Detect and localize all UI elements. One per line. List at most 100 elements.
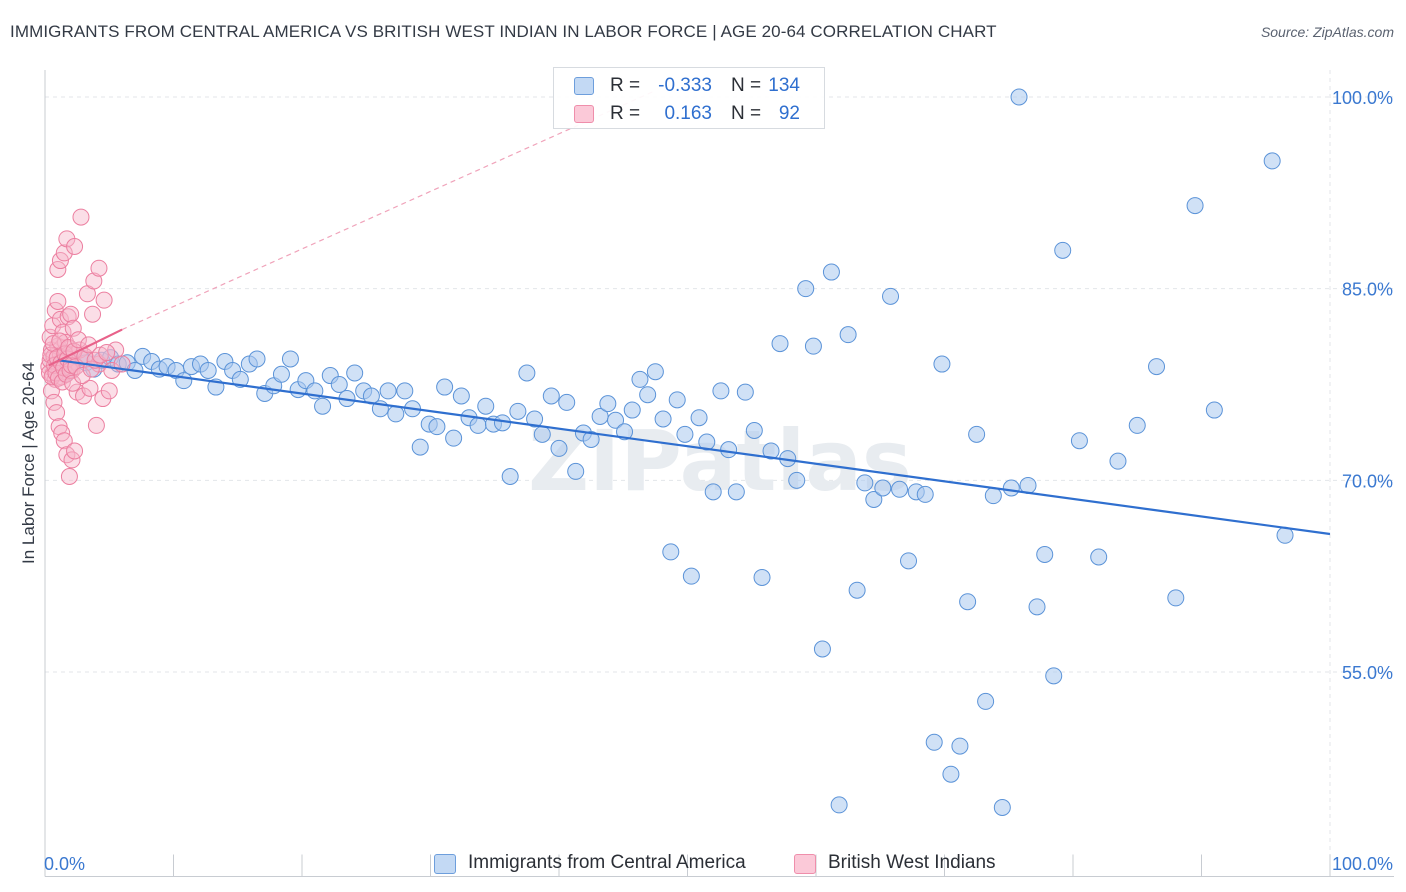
data-point <box>396 382 414 400</box>
r-label: R = <box>610 75 641 96</box>
data-point <box>73 367 91 385</box>
data-point <box>98 344 116 362</box>
data-point <box>616 423 634 441</box>
data-point <box>1109 452 1127 470</box>
x-tick-label: 0.0% <box>44 854 85 874</box>
data-point <box>55 244 73 262</box>
data-point <box>762 442 780 460</box>
data-point <box>526 410 544 428</box>
data-point <box>639 386 657 404</box>
data-point <box>1263 152 1281 170</box>
data-point <box>95 291 113 309</box>
data-point <box>69 331 87 349</box>
data-point <box>81 379 99 397</box>
legend-label: British West Indians <box>828 852 996 873</box>
n-value: 92 <box>778 103 800 124</box>
data-point <box>90 259 108 277</box>
data-point <box>72 208 90 226</box>
y-tick-label: 55.0% <box>1342 663 1393 683</box>
data-point <box>676 425 694 443</box>
data-point <box>1028 598 1046 616</box>
y-tick-label: 100.0% <box>1332 88 1393 108</box>
n-value: 134 <box>768 75 800 96</box>
data-point <box>900 552 918 570</box>
data-point <box>607 411 625 429</box>
data-point <box>959 593 977 611</box>
data-point <box>704 483 722 501</box>
data-point <box>175 372 193 390</box>
data-point <box>690 409 708 427</box>
data-point <box>993 798 1011 816</box>
data-point <box>968 425 986 443</box>
data-point <box>452 387 470 405</box>
data-point <box>874 479 892 497</box>
data-point <box>533 425 551 443</box>
data-point <box>1090 548 1108 566</box>
data-point <box>698 433 716 451</box>
data-point <box>662 543 680 561</box>
tick-labels: 100.0% 85.0% 70.0% 55.0% 0.0% 100.0% <box>44 88 1393 874</box>
r-label: R = <box>610 103 641 124</box>
data-point <box>582 430 600 448</box>
data-point <box>813 640 831 658</box>
data-point <box>346 364 364 382</box>
trend-line-british-west-indians <box>48 328 123 367</box>
data-point <box>804 337 822 355</box>
data-point <box>839 326 857 344</box>
data-point <box>100 382 118 400</box>
data-point <box>445 429 463 447</box>
legend-row-central-america: R = -0.333 N = 134 <box>554 72 824 100</box>
legend-label: Immigrants from Central America <box>468 852 746 873</box>
series-legend: Immigrants from Central America British … <box>0 851 1406 879</box>
data-point <box>753 568 771 586</box>
data-point <box>330 376 348 393</box>
correlation-legend: R = -0.333 N = 134 R = 0.163 N = 92 <box>553 67 825 129</box>
data-point <box>55 432 73 450</box>
data-point <box>542 387 560 405</box>
n-label: N = <box>731 75 762 96</box>
data-point <box>771 335 789 353</box>
data-point <box>272 365 290 383</box>
data-point <box>51 332 69 350</box>
data-point <box>882 287 900 305</box>
data-point <box>720 441 738 459</box>
data-point <box>727 483 745 501</box>
data-point <box>856 474 874 492</box>
data-point <box>501 468 519 485</box>
data-point <box>1002 479 1020 497</box>
data-point <box>984 487 1002 505</box>
data-point <box>654 410 672 428</box>
data-point <box>712 382 730 400</box>
data-point <box>1167 589 1185 607</box>
data-point <box>428 418 446 436</box>
data-point <box>51 252 69 270</box>
pink-swatch <box>574 105 594 123</box>
data-point <box>60 468 78 485</box>
data-point <box>493 414 511 432</box>
data-point <box>62 305 80 323</box>
data-point <box>865 491 883 508</box>
data-point <box>469 416 487 434</box>
data-point <box>942 765 960 783</box>
data-point <box>951 737 969 755</box>
blue-swatch <box>434 854 456 874</box>
data-point <box>477 397 495 415</box>
n-label: N = <box>731 103 762 124</box>
data-point <box>1128 416 1146 434</box>
data-point <box>87 416 105 434</box>
data-point <box>925 733 943 751</box>
data-point <box>1186 197 1204 215</box>
data-point <box>1054 241 1072 259</box>
data-point <box>314 397 332 415</box>
r-value: -0.333 <box>658 75 712 96</box>
y-tick-label: 70.0% <box>1342 471 1393 491</box>
data-point <box>379 382 397 400</box>
data-point <box>797 280 815 298</box>
data-point <box>231 370 249 388</box>
y-tick-label: 85.0% <box>1342 280 1393 300</box>
data-point <box>745 422 763 439</box>
source-label: Source: ZipAtlas.com <box>1260 24 1394 40</box>
data-point <box>1010 88 1028 106</box>
y-axis-label: In Labor Force | Age 20-64 <box>19 362 38 564</box>
data-point <box>646 363 664 381</box>
